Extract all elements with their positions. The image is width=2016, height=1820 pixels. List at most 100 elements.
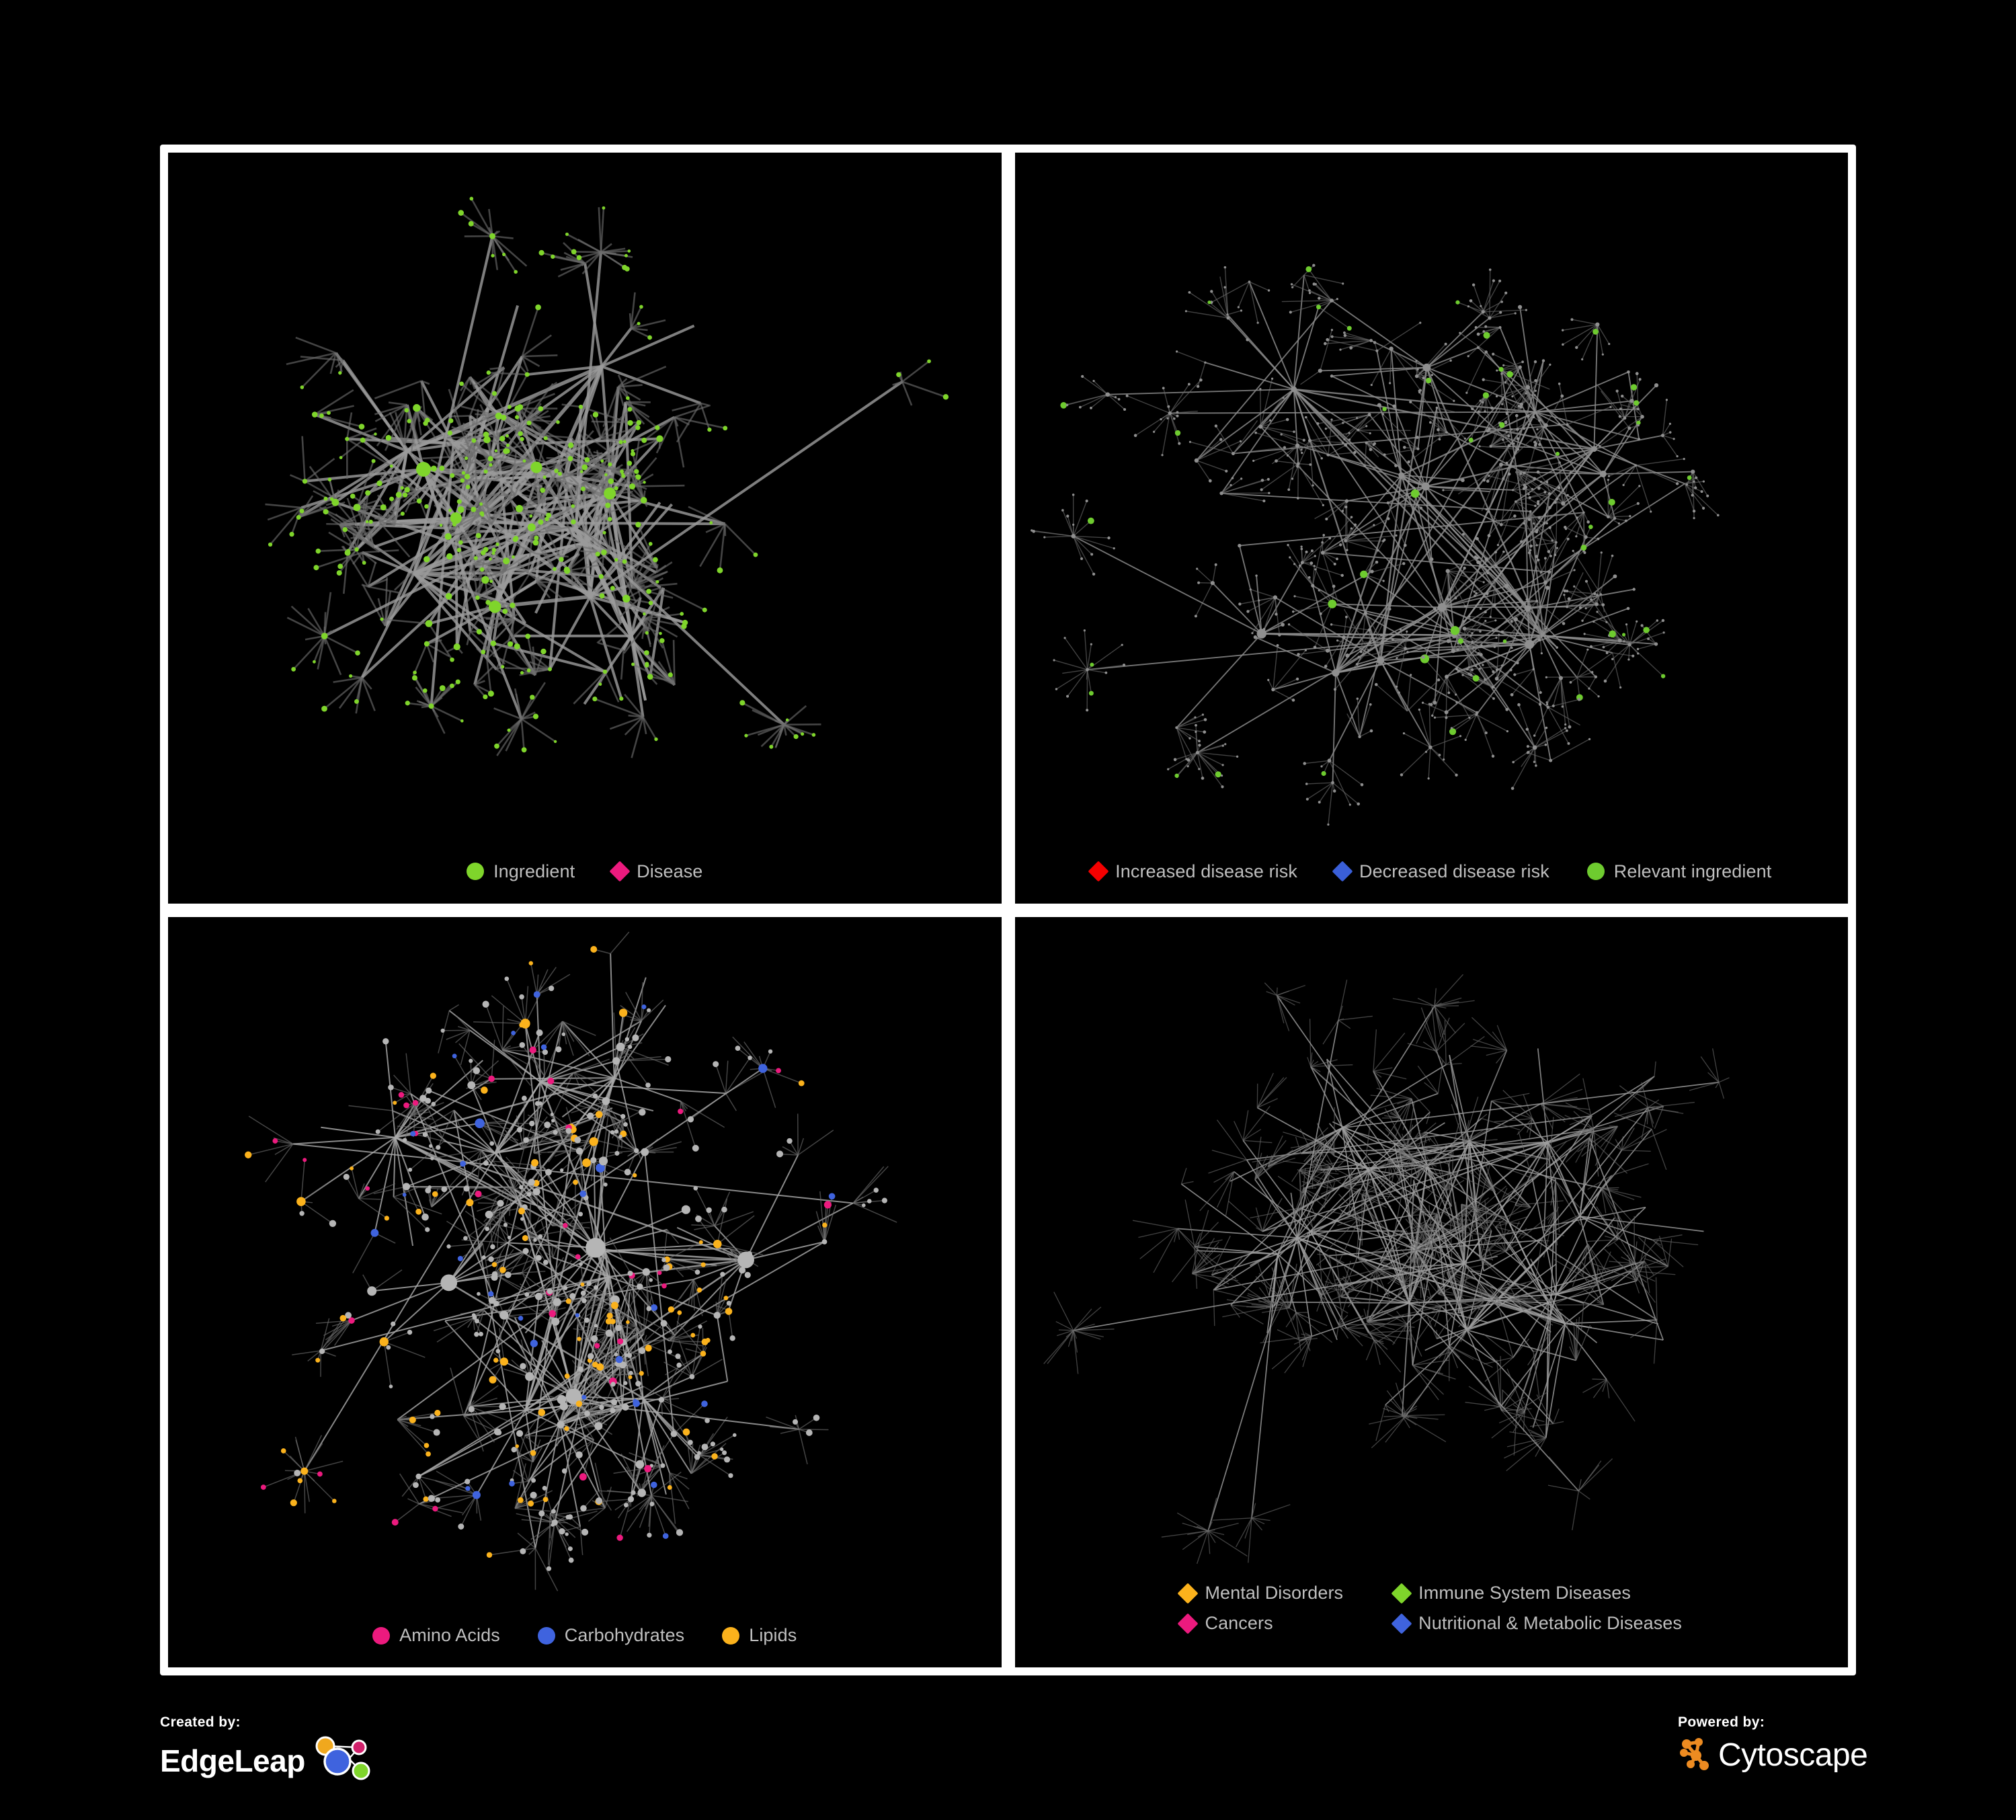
network-node (1617, 638, 1622, 643)
network-node (1199, 378, 1203, 382)
network-node (469, 196, 474, 201)
network-node (321, 633, 328, 639)
network-node (1421, 701, 1424, 704)
network-node (571, 519, 576, 524)
network-node (647, 674, 653, 680)
network-canvas-disease-category[interactable] (1014, 916, 1848, 1667)
network-node (605, 1318, 612, 1324)
network-node (646, 1306, 652, 1311)
network-node (297, 1478, 303, 1483)
network-node (299, 508, 305, 514)
panel-ingredient-disease-network[interactable]: Ingredient Disease (168, 153, 1002, 904)
network-node (400, 511, 405, 516)
network-canvas-disease-risk[interactable] (1014, 153, 1848, 904)
network-node (540, 648, 547, 655)
network-node (511, 1030, 516, 1035)
network-node (1547, 506, 1551, 510)
network-node (639, 305, 643, 309)
network-node (1572, 569, 1576, 571)
network-node (1299, 448, 1303, 451)
panel-disease-risk-network[interactable]: Increased disease risk Decreased disease … (1014, 153, 1848, 904)
network-node (617, 1338, 624, 1345)
network-node (1375, 560, 1378, 564)
network-node (348, 674, 353, 678)
network-node (1286, 543, 1289, 547)
powered-by-caption: Powered by: (1678, 1714, 1765, 1730)
network-node (456, 499, 462, 504)
network-node (1188, 440, 1191, 443)
panel-nutrient-class-network[interactable]: Amino Acids Carbohydrates Lipids (168, 916, 1002, 1667)
network-node (1342, 438, 1346, 441)
network-node (723, 1295, 729, 1300)
network-node (805, 1429, 813, 1436)
network-node (1258, 388, 1261, 391)
network-node (386, 1345, 391, 1350)
network-node (1528, 496, 1531, 500)
network-node (1310, 549, 1314, 553)
network-node (1221, 744, 1224, 747)
network-node (526, 420, 532, 426)
network-node (468, 221, 474, 227)
network-node (1166, 417, 1169, 420)
network-node (1539, 571, 1542, 573)
network-node (1482, 581, 1485, 584)
network-node (1348, 346, 1353, 350)
network-node (1566, 423, 1568, 426)
network-node (1510, 395, 1514, 398)
network-node (1500, 397, 1504, 401)
network-node (1513, 617, 1518, 622)
network-canvas-ingredient-disease[interactable] (168, 153, 1002, 904)
network-node (403, 1182, 411, 1190)
network-node (1583, 633, 1586, 635)
network-node (475, 1117, 485, 1128)
network-node (391, 1321, 396, 1327)
network-node (1276, 643, 1279, 647)
network-node (1492, 697, 1495, 700)
panel-disease-category-network[interactable]: Mental Disorders Immune System Diseases Ca… (1014, 916, 1848, 1667)
network-node (557, 1420, 565, 1429)
network-node (1403, 543, 1407, 547)
network-node (365, 490, 371, 496)
network-node (529, 514, 533, 518)
network-node (1555, 646, 1558, 649)
network-node (611, 1398, 618, 1405)
network-node (706, 1207, 712, 1213)
network-node (1356, 697, 1359, 700)
network-node (533, 990, 540, 998)
network-node (661, 1257, 666, 1262)
network-node (1449, 359, 1452, 362)
network-node (458, 210, 465, 216)
network-node (614, 486, 618, 491)
network-node (1506, 730, 1508, 733)
network-node (1487, 510, 1490, 513)
network-node (643, 612, 646, 616)
network-node (709, 521, 713, 524)
network-node (1288, 556, 1291, 559)
network-node (1588, 738, 1590, 741)
network-node (1254, 574, 1258, 577)
network-node (645, 631, 649, 635)
brand-edgeleap[interactable]: Created by: EdgeLeap (160, 1714, 372, 1786)
network-node (647, 1532, 652, 1538)
network-node (538, 1510, 545, 1517)
network-node (1065, 695, 1069, 698)
network-canvas-nutrient-class[interactable] (168, 916, 1002, 1667)
network-node (1590, 446, 1597, 452)
network-node (432, 1505, 438, 1511)
network-node (1517, 305, 1522, 309)
network-node (1428, 703, 1430, 705)
network-edges (1043, 974, 1730, 1564)
network-node (1690, 469, 1695, 474)
diamond-marker-icon (609, 861, 631, 882)
network-node (1481, 310, 1485, 314)
network-node (382, 1037, 389, 1045)
network-node (1357, 735, 1361, 739)
brand-cytoscape[interactable]: Powered by: (1678, 1714, 1868, 1776)
network-node (1484, 619, 1486, 623)
network-node (509, 1480, 515, 1487)
network-node (1536, 502, 1539, 506)
network-node (574, 1136, 581, 1144)
network-node (501, 665, 505, 669)
network-node (538, 249, 545, 256)
network-node (1594, 602, 1599, 606)
